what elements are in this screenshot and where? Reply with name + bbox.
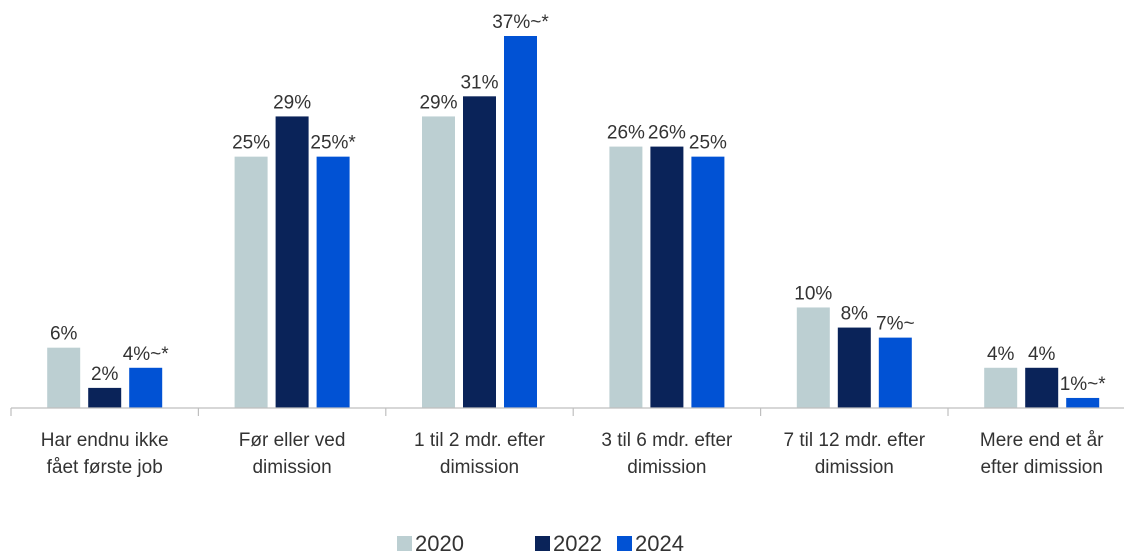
data-label: 25%* [310, 133, 356, 154]
bar-2024-cat2 [504, 36, 537, 408]
data-label: 26% [648, 123, 686, 144]
data-label: 26% [607, 123, 645, 144]
category-label: fået første job [47, 457, 163, 478]
bar-2020-cat3 [609, 146, 643, 408]
legend-label: 2022 [553, 531, 602, 551]
bar-2022-cat1 [275, 116, 309, 408]
bar-2022-cat5 [1025, 367, 1059, 408]
category-label: dimission [252, 457, 331, 478]
legend: 2020 2022 2024 [397, 531, 684, 551]
data-label: 10% [794, 283, 832, 304]
data-label: 25% [689, 133, 727, 154]
bars-layer [47, 36, 1100, 408]
bar-2022-cat3 [650, 146, 684, 408]
data-label: 7%~ [876, 314, 915, 335]
data-label: 29% [273, 92, 311, 113]
category-label: Har endnu ikke [41, 430, 169, 451]
data-label: 6% [50, 324, 78, 345]
bar-2024-cat0 [129, 367, 163, 408]
data-label: 29% [419, 92, 457, 113]
bar-2024-cat3 [691, 156, 725, 408]
category-label: Før eller ved [239, 430, 346, 451]
bar-2022-cat0 [88, 387, 122, 408]
bar-2022-cat4 [837, 327, 871, 408]
data-label: 2% [91, 364, 119, 385]
legend-swatch-2022 [535, 536, 550, 551]
category-label: dimission [627, 457, 706, 478]
category-label: dimission [815, 457, 894, 478]
bar-2020-cat2 [422, 116, 455, 408]
bar-2022-cat2 [463, 96, 496, 408]
bar-2024-cat5 [1066, 397, 1100, 408]
category-label: efter dimission [980, 457, 1103, 478]
data-label: 8% [841, 304, 869, 325]
category-label: 7 til 12 mdr. efter [784, 430, 926, 451]
bar-2024-cat4 [878, 337, 912, 408]
data-label: 4% [1028, 344, 1056, 365]
legend-swatch-2024 [617, 536, 632, 551]
data-label: 4% [987, 344, 1015, 365]
category-label: Mere end et år [980, 430, 1104, 451]
category-labels: Har endnu ikke fået første job Før eller v… [41, 430, 1104, 478]
legend-label: 2020 [415, 531, 464, 551]
data-label: 4%~* [123, 344, 170, 365]
bar-2020-cat4 [796, 307, 830, 408]
bar-2024-cat1 [316, 156, 350, 408]
category-label: 1 til 2 mdr. efter [414, 430, 546, 451]
category-label: dimission [440, 457, 519, 478]
x-axis-ticks [10, 408, 949, 416]
category-label: 3 til 6 mdr. efter [601, 430, 733, 451]
value-labels-layer: 6%2%4%~*25%29%25%*29%31%37%~*26% 26% 25%10… [50, 12, 1106, 395]
legend-label: 2024 [635, 531, 684, 551]
data-label: 1%~* [1060, 374, 1107, 395]
data-label: 25% [232, 133, 270, 154]
bar-2020-cat5 [984, 367, 1018, 408]
data-label: 31% [460, 72, 498, 93]
data-label: 37%~* [492, 12, 549, 33]
legend-swatch-2020 [397, 536, 412, 551]
bar-2020-cat1 [234, 156, 268, 408]
bar-2020-cat0 [47, 347, 81, 408]
